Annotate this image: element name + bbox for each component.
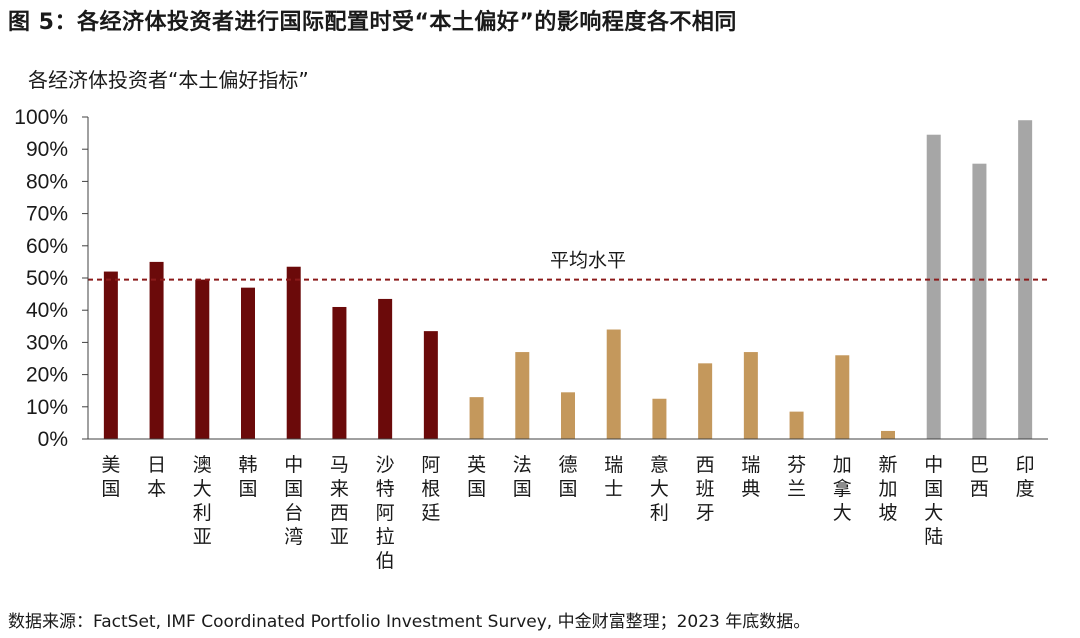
bar [286,266,301,439]
y-tick-label: 60% [26,235,68,258]
x-category-label: 印度 [1016,454,1035,500]
x-category-label: 新加坡 [878,454,897,524]
x-category-label: 意大利 [650,454,669,524]
bar [698,363,713,439]
x-category-label: 沙特阿拉伯 [376,454,395,572]
bars [103,120,1033,439]
bar [515,352,530,439]
y-tick-label: 30% [26,331,68,354]
x-category-label: 芬兰 [787,454,806,500]
x-category-label: 巴西 [970,454,989,500]
x-category-label: 瑞典 [741,454,760,500]
y-axis-ticks: 0% 10% 20% 30% 40% 50% 60% 70% 80% 90% 100% [14,106,88,451]
y-tick-label: 90% [26,138,68,161]
bar [743,352,758,439]
bar [926,134,941,439]
x-category-label: 澳大利亚 [193,454,212,548]
x-category-label: 法国 [513,454,532,500]
x-category-label: 西班牙 [696,454,715,524]
y-tick-label: 70% [26,203,68,226]
bar [423,331,438,439]
bar [835,355,850,439]
x-category-label: 中国大陆 [924,454,943,548]
source-note: 数据来源：FactSet, IMF Coordinated Portfolio … [8,612,811,632]
x-category-label: 瑞士 [604,454,623,500]
x-category-label: 加拿大 [833,454,852,524]
bar [881,430,895,439]
bar [332,306,347,439]
bar [241,287,255,439]
bar [606,329,621,439]
x-category-label: 美国 [101,454,120,500]
bar [652,398,667,439]
y-tick-label: 20% [26,364,68,387]
bar [103,271,118,439]
x-category-label: 马来西亚 [330,454,349,548]
y-tick-label: 10% [26,396,68,419]
y-tick-label: 50% [26,267,68,290]
x-category-label: 日本 [147,454,166,500]
y-tick-label: 100% [14,106,68,129]
bar [972,163,987,439]
x-category-label: 中国台湾 [284,454,303,548]
bar [378,298,393,439]
bar [149,261,164,439]
x-category-label: 德国 [558,454,577,500]
chart-subtitle: 各经济体投资者“本土偏好指标” [28,68,309,92]
y-tick-label: 80% [26,170,68,193]
x-category-label: 英国 [467,454,486,500]
chart: 0% 10% 20% 30% 40% 50% 60% 70% 80% 90% 100% 平均水平 美… [14,106,1048,572]
bar [789,411,804,439]
figure-title: 图 5：各经济体投资者进行国际配置时受“本土偏好”的影响程度各不相同 [8,10,737,35]
bar [469,397,484,439]
y-tick-label: 40% [26,299,68,322]
bar [195,279,210,439]
y-tick-label: 0% [38,428,68,451]
bar [561,392,575,439]
average-reference-label: 平均水平 [550,250,626,272]
x-category-label: 阿根廷 [421,454,440,524]
x-category-label: 韩国 [238,454,257,500]
